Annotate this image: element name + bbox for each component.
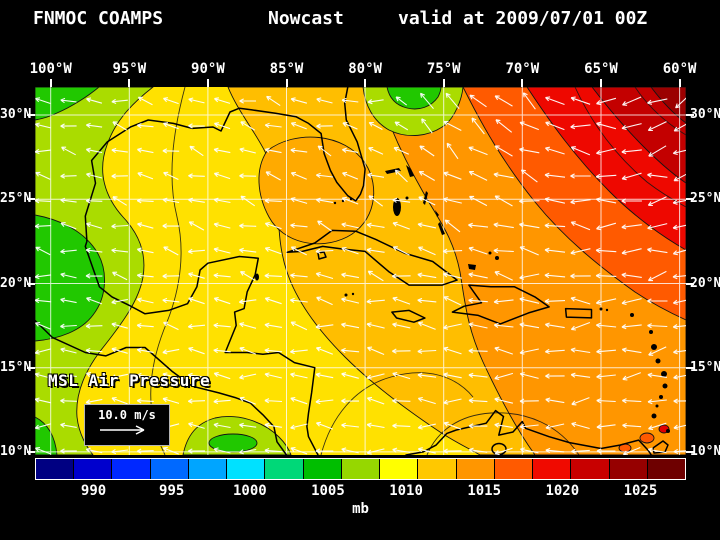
lon-tick bbox=[49, 79, 52, 87]
colorbar-tick-label: 1015 bbox=[467, 483, 502, 499]
lon-tick bbox=[442, 79, 445, 87]
coastline-hispaniola bbox=[451, 284, 550, 325]
lon-label: 75°W bbox=[426, 61, 461, 77]
lon-label: 60°W bbox=[662, 61, 697, 77]
coastlines bbox=[35, 87, 669, 455]
lat-tick-left bbox=[27, 366, 35, 369]
valid-time: valid at 2009/07/01 00Z bbox=[398, 8, 648, 29]
field-label: MSL Air Pressure bbox=[48, 371, 211, 390]
lat-label-left: 30°N bbox=[0, 107, 32, 122]
lat-tick-left bbox=[27, 114, 35, 116]
lon-label: 95°W bbox=[112, 61, 147, 77]
lon-label: 65°W bbox=[584, 61, 618, 77]
colorbar-cell bbox=[494, 459, 533, 479]
colorbar-tick-label: 1025 bbox=[623, 483, 658, 499]
colorbar-cell bbox=[188, 459, 227, 479]
lon-tick bbox=[285, 79, 288, 87]
colorbar-tick-label: 1005 bbox=[311, 483, 345, 499]
lat-label-left: 10°N bbox=[0, 443, 32, 459]
colorbar-cell bbox=[418, 459, 456, 479]
lat-label-right: 30°N bbox=[690, 107, 720, 122]
lon-tick bbox=[128, 79, 131, 87]
coastline-isla-juventud bbox=[317, 251, 327, 260]
coastline-south-america bbox=[405, 409, 653, 455]
model-name: FNMOC COAMPS bbox=[33, 8, 164, 29]
lat-tick-right bbox=[686, 450, 694, 453]
colorbar-cell bbox=[36, 459, 74, 479]
lat-tick-right bbox=[686, 282, 694, 285]
lat-label-right: 10°N bbox=[690, 443, 720, 459]
colorbar-cell bbox=[341, 459, 380, 479]
colorbar-cell bbox=[647, 459, 685, 479]
wind-vector-arrows bbox=[35, 92, 686, 455]
colorbar-cell bbox=[112, 459, 150, 479]
lat-label-left: 25°N bbox=[0, 191, 32, 207]
colorbar bbox=[35, 458, 686, 480]
coastline-jamaica bbox=[391, 309, 426, 323]
lon-tick bbox=[206, 79, 209, 87]
lon-tick bbox=[521, 79, 524, 87]
lon-tick bbox=[678, 79, 681, 87]
wind-reference-box: 10.0 m/s bbox=[84, 404, 170, 446]
colorbar-cell bbox=[265, 459, 303, 479]
colorbar-cell bbox=[150, 459, 188, 479]
colorbar-cell bbox=[227, 459, 265, 479]
coastline-gulf-mexico-central-america bbox=[84, 87, 366, 455]
lon-label: 90°W bbox=[191, 61, 225, 77]
colorbar-tick-label: 1000 bbox=[232, 483, 267, 499]
lat-tick-left bbox=[27, 198, 35, 201]
colorbar-tick-label: 1010 bbox=[389, 483, 423, 499]
wind-reference-arrow-icon bbox=[100, 425, 145, 435]
colorbar-tick-label: 995 bbox=[159, 483, 185, 499]
lon-tick bbox=[600, 79, 602, 87]
small-islands bbox=[255, 165, 670, 433]
lon-label: 80°W bbox=[348, 61, 382, 77]
lat-tick-left bbox=[27, 282, 35, 285]
wind-reference-label: 10.0 m/s bbox=[98, 408, 156, 422]
colorbar-cell bbox=[571, 459, 609, 479]
lat-label-right: 15°N bbox=[690, 359, 720, 375]
lon-tick bbox=[364, 79, 367, 87]
colorbar-tick-label: 990 bbox=[80, 483, 107, 499]
pressure-field-regions bbox=[35, 87, 686, 455]
colorbar-cell bbox=[456, 459, 494, 479]
colorbar-cell bbox=[303, 459, 341, 479]
lat-tick-right bbox=[686, 114, 694, 116]
lat-label-left: 20°N bbox=[0, 275, 32, 291]
coastline-pacific-mexico bbox=[35, 319, 288, 455]
lon-label: 100°W bbox=[29, 61, 72, 77]
lat-tick-left bbox=[27, 450, 35, 453]
coastline-trinidad bbox=[652, 440, 669, 454]
lat-label-right: 20°N bbox=[690, 275, 720, 291]
coastline-cuba bbox=[286, 229, 458, 286]
pressure-map bbox=[35, 87, 686, 455]
lat-label-right: 25°N bbox=[690, 191, 720, 207]
lat-label-left: 15°N bbox=[0, 359, 32, 375]
colorbar-tick-label: 1020 bbox=[545, 483, 580, 499]
lat-tick-right bbox=[686, 198, 694, 201]
product-name: Nowcast bbox=[268, 8, 344, 29]
colorbar-cell bbox=[609, 459, 647, 479]
colorbar-cell bbox=[380, 459, 418, 479]
lon-label: 85°W bbox=[269, 61, 304, 77]
colorbar-cell bbox=[533, 459, 571, 479]
lon-label: 70°W bbox=[505, 61, 540, 77]
colorbar-cell bbox=[74, 459, 112, 479]
coastline-puerto-rico bbox=[564, 307, 593, 319]
colorbar-units: mb bbox=[352, 501, 369, 517]
lat-tick-right bbox=[686, 366, 694, 369]
